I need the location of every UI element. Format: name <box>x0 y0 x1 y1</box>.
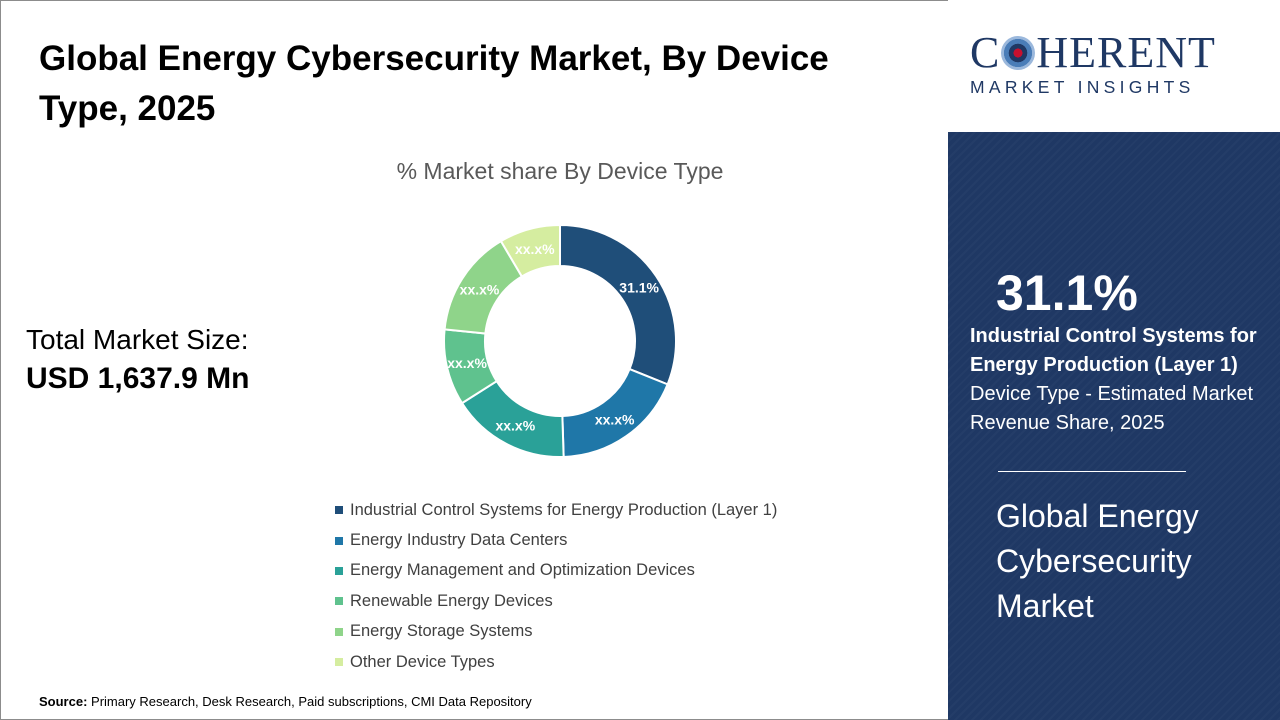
main-panel: Global Energy Cybersecurity Market, By D… <box>26 39 829 709</box>
slice-data-label: xx.x% <box>447 355 487 371</box>
source-text: Primary Research, Desk Research, Paid su… <box>87 694 532 709</box>
slice-data-label: xx.x% <box>460 282 500 298</box>
highlight-panel: 31.1% Industrial Control Systems for Ene… <box>948 132 1280 720</box>
legend-swatch <box>335 536 343 545</box>
legend-swatch <box>335 658 343 667</box>
source-note: Source: Primary Research, Desk Research,… <box>39 694 532 709</box>
legend-item: Energy Management and Optimization Devic… <box>335 556 777 586</box>
slice-data-label: xx.x% <box>495 417 535 433</box>
legend-label: Industrial Control Systems for Energy Pr… <box>350 500 778 519</box>
legend-item: Other Device Types <box>335 647 777 677</box>
highlight-segment: Industrial Control Systems for Energy Pr… <box>970 325 1257 376</box>
chart-title: % Market share By Device Type <box>396 158 724 184</box>
legend-label: Renewable Energy Devices <box>350 591 553 610</box>
legend-swatch <box>335 506 343 515</box>
legend-item: Energy Industry Data Centers <box>335 525 777 555</box>
chart-legend: Industrial Control Systems for Energy Pr… <box>335 495 777 677</box>
highlight-percent: 31.1% <box>996 265 1138 321</box>
legend-swatch <box>335 597 343 606</box>
legend-swatch <box>335 566 343 575</box>
side-panel: C HERENT MARKET INSIGHTS 31.1% Industrial… <box>948 0 1280 720</box>
total-market-size-label: Total Market Size: <box>26 324 249 355</box>
logo-globe-icon <box>1001 36 1036 70</box>
slice-data-label: xx.x% <box>595 411 635 427</box>
logo-text-end: HERENT <box>1036 28 1216 77</box>
legend-item: Renewable Energy Devices <box>335 586 777 616</box>
total-market-size-value: USD 1,637.9 Mn <box>26 362 250 395</box>
logo-wordmark: C HERENT <box>970 28 1216 78</box>
logo-text-start: C <box>970 28 1001 77</box>
legend-label: Other Device Types <box>350 652 495 671</box>
source-label: Source: <box>39 694 88 709</box>
highlight-description-rest: Device Type - Estimated Market Revenue S… <box>970 383 1254 434</box>
legend-swatch <box>335 627 343 636</box>
logo-tagline: MARKET INSIGHTS <box>970 77 1195 97</box>
divider <box>998 471 1186 472</box>
donut-slice <box>559 223 677 386</box>
slice-data-label: 31.1% <box>619 280 659 296</box>
market-name: Global Energy Cybersecurity Market <box>996 498 1199 624</box>
page-title: Global Energy Cybersecurity Market, By D… <box>39 39 829 128</box>
highlight-description: Industrial Control Systems for Energy Pr… <box>970 322 1270 438</box>
donut-chart: 31.1% xx.x% xx.x% xx.x% xx.x% xx.x% <box>443 223 677 458</box>
legend-item: Industrial Control Systems for Energy Pr… <box>335 495 777 525</box>
slice-data-label: xx.x% <box>515 241 555 257</box>
legend-label: Energy Storage Systems <box>350 622 533 641</box>
legend-item: Energy Storage Systems <box>335 617 777 647</box>
donut-slice <box>499 223 561 278</box>
legend-label: Energy Industry Data Centers <box>350 531 568 550</box>
legend-label: Energy Management and Optimization Devic… <box>350 561 695 580</box>
brand-logo: C HERENT MARKET INSIGHTS <box>948 0 1280 132</box>
